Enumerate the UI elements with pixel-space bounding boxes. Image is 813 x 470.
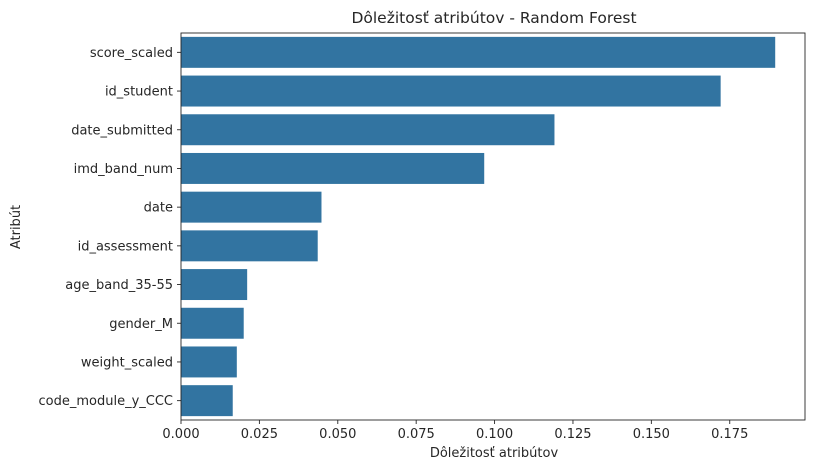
bar-date_submitted xyxy=(181,114,555,146)
bar-code_module_y_CCC xyxy=(181,385,233,417)
y-tick-label: date xyxy=(144,201,173,216)
x-tick-label: 0.100 xyxy=(476,427,513,442)
y-tick-label: age_band_35-55 xyxy=(65,278,173,293)
x-tick-label: 0.025 xyxy=(241,427,278,442)
bar-gender_M xyxy=(181,307,244,339)
x-tick-label: 0.125 xyxy=(554,427,591,442)
x-tick-label: 0.175 xyxy=(711,427,748,442)
y-tick-label: date_submitted xyxy=(71,123,173,138)
bar-weight_scaled xyxy=(181,346,237,378)
y-tick-labels: score_scaled id_student date_submitted imd_… xyxy=(39,46,181,409)
y-tick-label: score_scaled xyxy=(90,46,173,61)
y-tick-label: id_assessment xyxy=(78,239,173,254)
x-tick-label: 0.050 xyxy=(319,427,356,442)
x-axis-label: Dôležitosť atribútov xyxy=(430,446,559,461)
bar-imd_band_num xyxy=(181,152,485,184)
x-tick-label: 0.000 xyxy=(162,427,199,442)
bar-id_assessment xyxy=(181,230,318,262)
y-tick-label: id_student xyxy=(105,85,173,100)
bar-date xyxy=(181,191,322,223)
x-tick-label: 0.075 xyxy=(398,427,435,442)
bars-group xyxy=(181,36,776,417)
bar-age_band_35-55 xyxy=(181,269,248,301)
y-tick-label: weight_scaled xyxy=(81,355,173,370)
y-tick-label: code_module_y_CCC xyxy=(39,394,174,409)
plot-frame xyxy=(180,32,806,421)
x-ticks: 0.000 0.025 0.050 0.075 0.100 0.125 0.150 0.175 xyxy=(162,420,748,442)
bar-id_student xyxy=(181,75,721,107)
x-tick-label: 0.150 xyxy=(633,427,670,442)
bar-score_scaled xyxy=(181,36,776,68)
y-tick-label: imd_band_num xyxy=(74,162,173,177)
y-axis-label: Atribút xyxy=(9,205,24,249)
chart-title: Dôležitosť atribútov - Random Forest xyxy=(351,9,636,27)
y-tick-label: gender_M xyxy=(109,317,173,332)
